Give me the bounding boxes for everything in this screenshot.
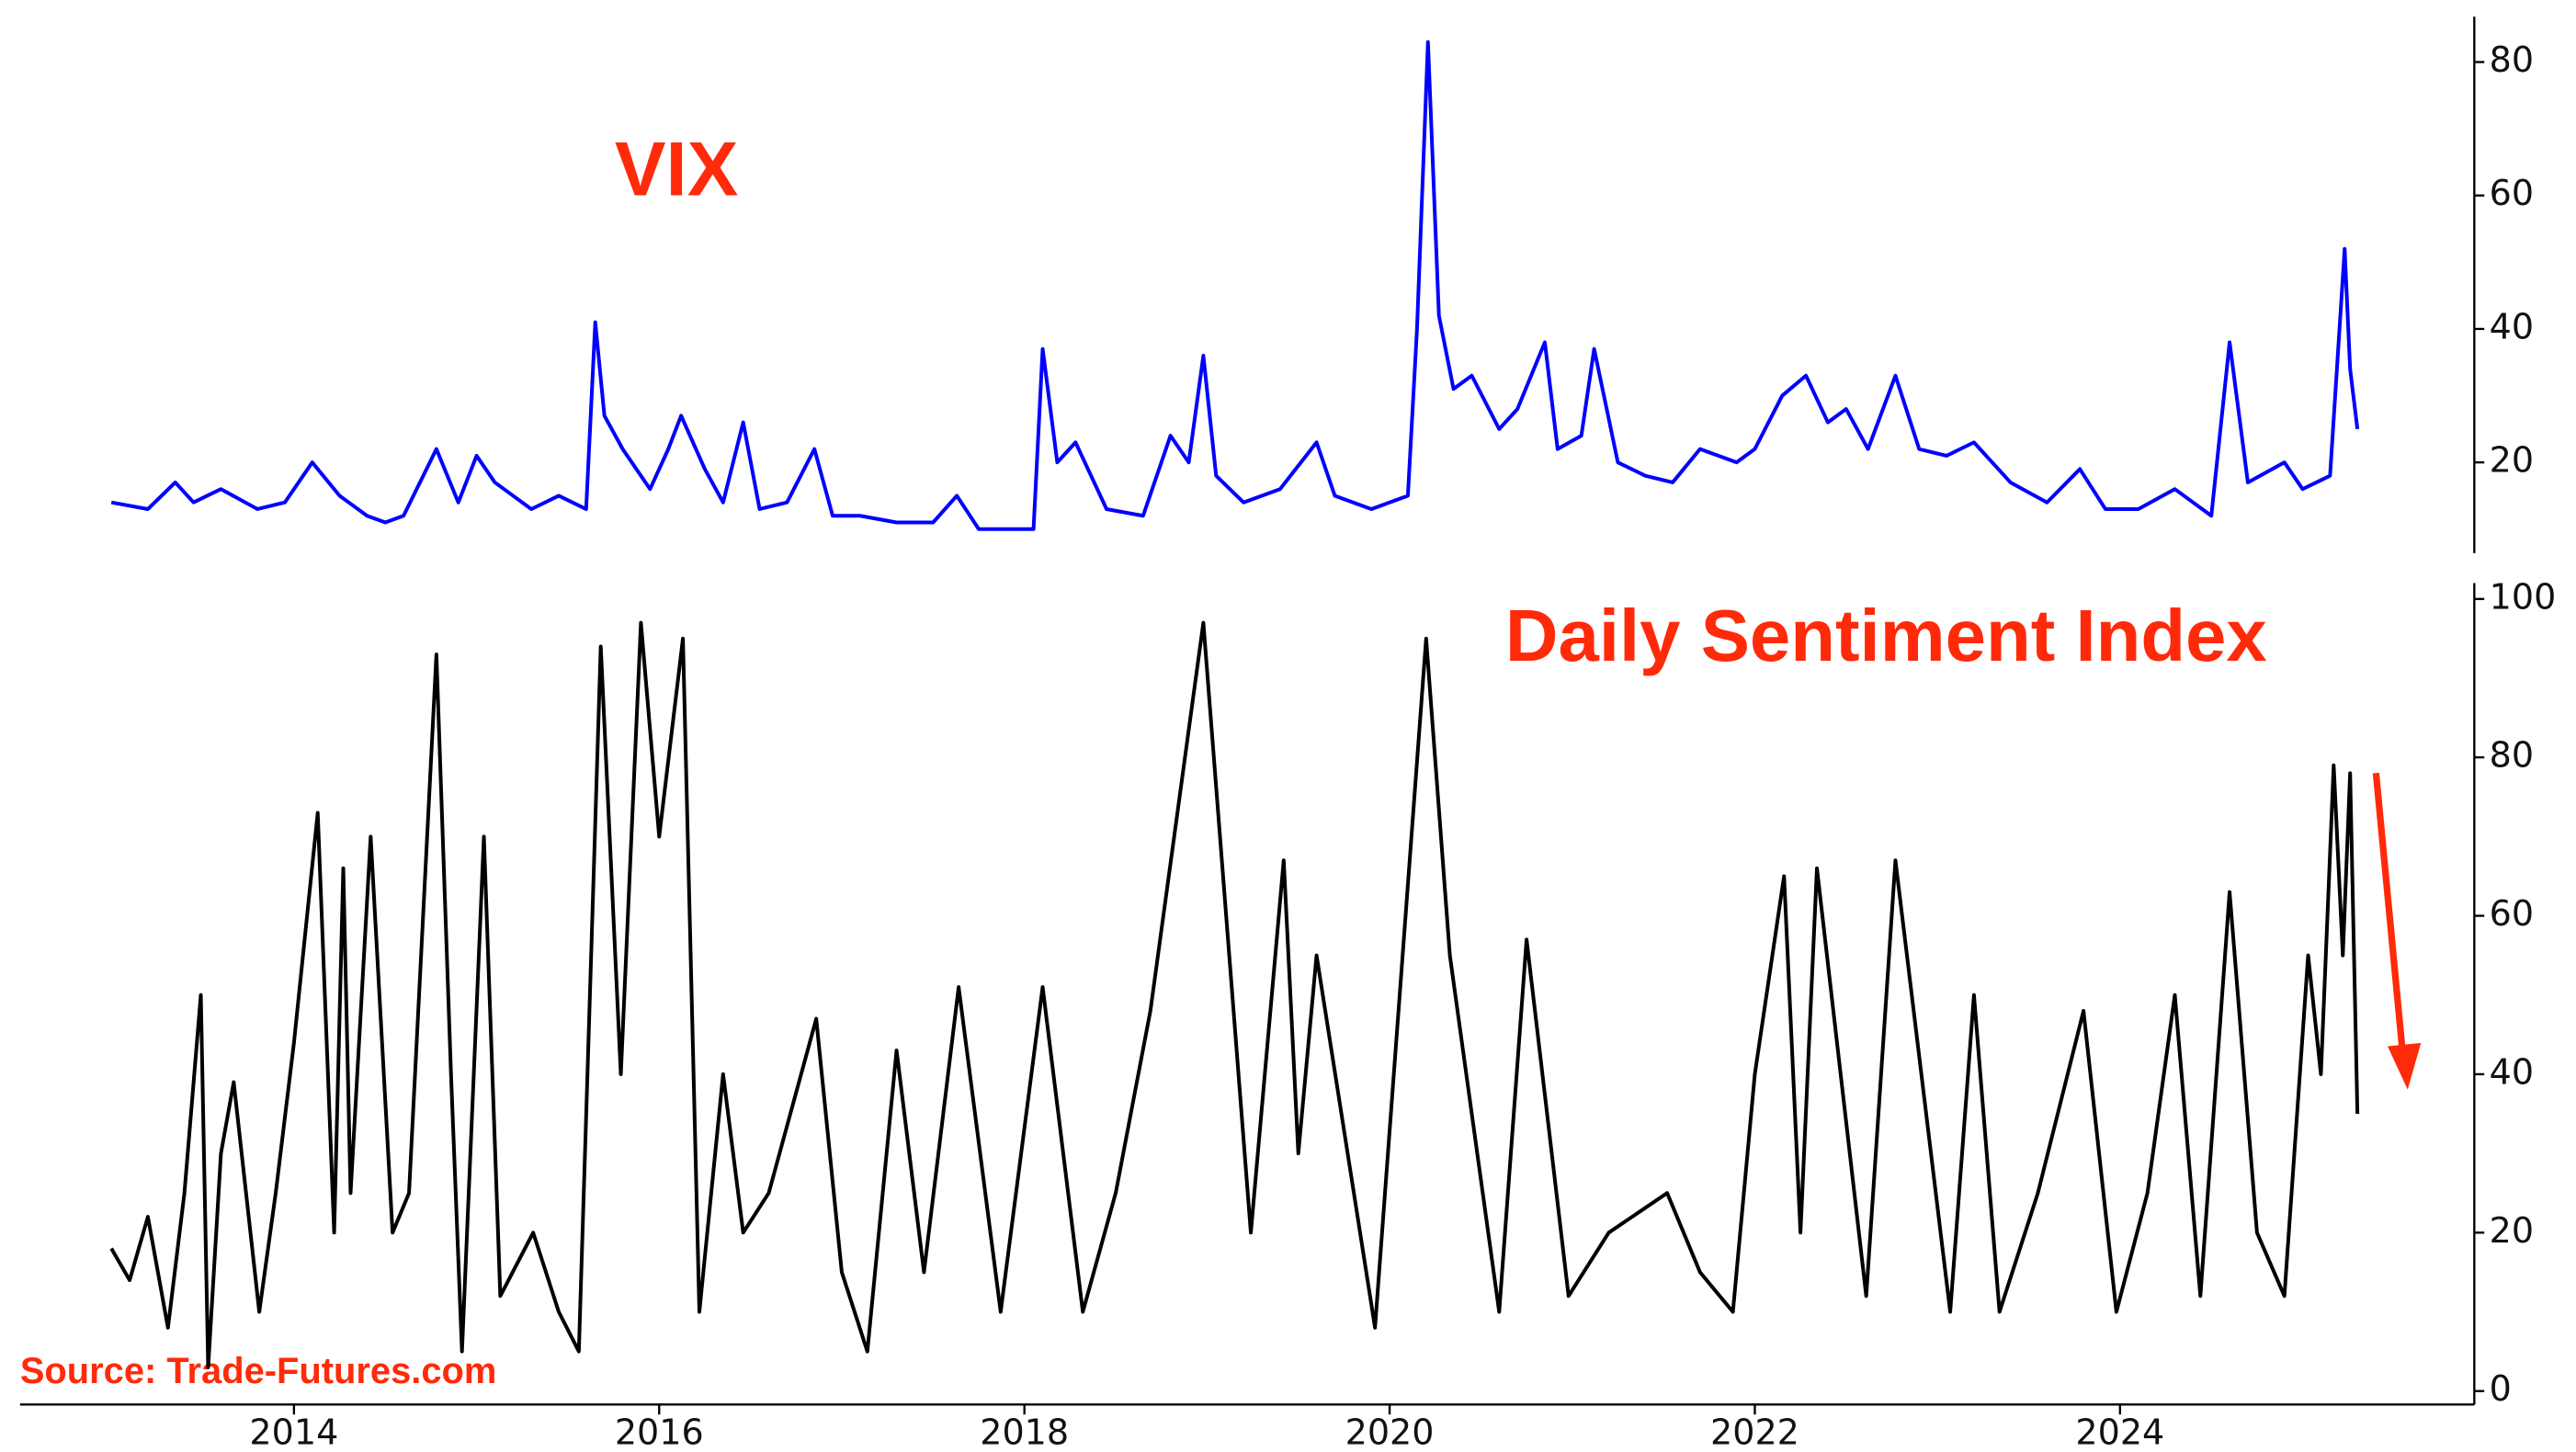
x-tick-label: 2014	[249, 1412, 338, 1452]
series-line	[109, 620, 2360, 1369]
y-tick-label: 80	[2490, 40, 2534, 80]
chart-title: VIX	[615, 126, 738, 211]
x-tick-label: 2020	[1345, 1412, 1435, 1452]
source-note: Source: Trade-Futures.com	[20, 1351, 497, 1391]
y-tick-label: 20	[2490, 440, 2534, 481]
x-tick-label: 2016	[615, 1412, 704, 1452]
y-tick-label: 40	[2490, 1051, 2534, 1092]
series-line	[110, 40, 2360, 531]
y-tick-label: 100	[2490, 576, 2557, 617]
arrow	[2372, 772, 2422, 1090]
y-tick-label: 0	[2490, 1368, 2512, 1409]
x-tick-label: 2018	[980, 1412, 1069, 1452]
x-tick-label: 2022	[1710, 1412, 1799, 1452]
chart-title: Daily Sentiment Index	[1505, 595, 2267, 676]
y-tick-label: 60	[2490, 173, 2534, 213]
y-tick-label: 40	[2490, 306, 2534, 346]
y-tick-label: 60	[2490, 893, 2534, 934]
y-tick-label: 20	[2490, 1210, 2534, 1251]
y-tick-label: 80	[2490, 735, 2534, 776]
x-tick-label: 2024	[2075, 1412, 2164, 1452]
